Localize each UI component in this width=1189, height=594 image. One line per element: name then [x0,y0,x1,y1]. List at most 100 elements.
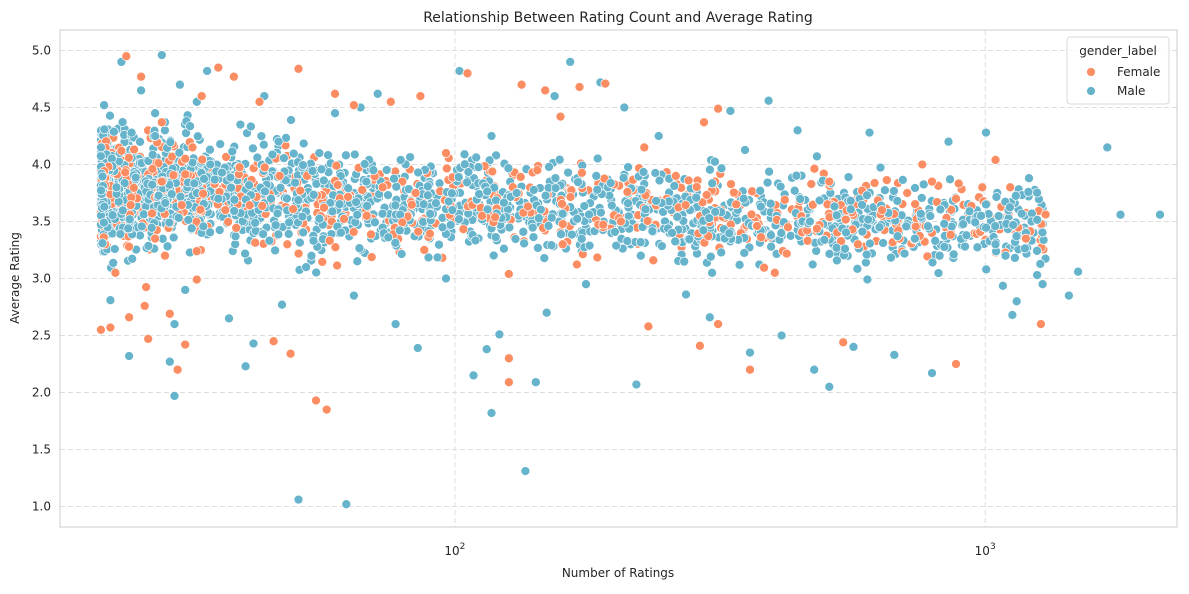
data-point-male [874,222,885,233]
scatter-point [606,200,617,211]
scatter-point [705,164,715,175]
scatter-point [341,150,351,161]
scatter-point [124,241,134,252]
scatter-point [160,198,171,208]
scatter-point [961,230,972,241]
scatter-point [704,213,715,223]
scatter-point [683,175,694,186]
scatter-point [191,246,202,257]
scatter-point [657,241,667,251]
scatter-point [915,208,926,219]
scatter-point [490,232,501,242]
scatter-point [217,167,227,178]
scatter-point [707,178,718,189]
data-point-female [838,337,849,348]
scatter-point [840,214,851,225]
scatter-point [383,232,394,243]
scatter-point [97,238,108,249]
scatter-point [840,243,850,254]
scatter-point [672,212,683,222]
scatter-point [147,208,157,219]
scatter-point [752,221,762,231]
scatter-point [405,152,415,162]
scatter-point [857,200,867,210]
scatter-point [543,220,554,231]
scatter-point [684,234,695,245]
scatter-point [308,235,319,246]
data-point-female [540,85,551,96]
scatter-point [953,178,964,189]
data-point-male [981,127,991,138]
data-point-male [454,66,465,76]
scatter-point [759,262,769,273]
scatter-point [168,232,179,243]
data-point-male [481,344,492,355]
scatter-point [510,234,521,244]
scatter-point [406,199,417,210]
data-point-female [1036,319,1046,329]
data-point-male [441,273,451,284]
scatter-point [99,124,110,135]
scatter-point [598,219,609,230]
data-point-female [220,205,231,215]
data-point-male [809,364,820,375]
data-point-male [1024,173,1034,184]
data-point-male [468,370,479,381]
scatter-point [981,264,992,275]
scatter-point [710,206,721,217]
scatter-point [352,209,363,220]
data-point-female [824,176,835,187]
scatter-point [198,221,209,232]
data-point-female [150,233,160,244]
scatter-point [143,241,154,251]
scatter-point [897,175,908,185]
data-point-male [681,289,691,300]
scatter-point [901,221,912,232]
scatter-point [215,139,226,149]
scatter-point [257,201,268,211]
scatter-point [499,197,509,208]
scatter-point [519,238,529,249]
scatter-point [809,163,820,174]
scatter-point [318,175,329,186]
scatter-point [710,156,720,167]
scatter-point [734,259,745,270]
data-point-female [330,88,340,99]
data-point-female [713,103,723,114]
scatter-point [1040,209,1051,220]
data-point-male [631,379,642,390]
scatter-point [841,227,851,238]
data-point-male [934,250,945,261]
scatter-point [1032,214,1043,225]
scatter-point [437,222,448,233]
data-point-male [293,494,304,505]
data-point-male [541,307,552,318]
scatter-point [729,187,739,198]
data-point-female [731,199,742,210]
scatter-point [391,181,402,192]
scatter-point [991,192,1002,202]
scatter-point [298,138,309,149]
data-point-female [504,353,514,364]
data-point-female [713,319,723,329]
scatter-point [316,164,327,175]
data-point-male [520,466,531,476]
scatter-point [740,145,750,155]
scatter-point [878,238,888,248]
data-point-female [124,312,134,323]
scatter-point [927,257,938,268]
data-point-female [769,267,780,278]
data-point-female [311,395,321,406]
data-point-female [105,322,116,333]
data-point-male [511,188,522,198]
scatter-point [96,142,106,153]
scatter-point [272,208,283,219]
scatter-point [189,178,200,189]
scatter-point [306,250,317,261]
scatter-point [394,225,405,236]
scatter-point [126,127,137,138]
scatter-point [297,211,308,222]
scatter-point [554,154,565,165]
data-point-male [1000,250,1011,261]
scatter-point [175,191,186,202]
